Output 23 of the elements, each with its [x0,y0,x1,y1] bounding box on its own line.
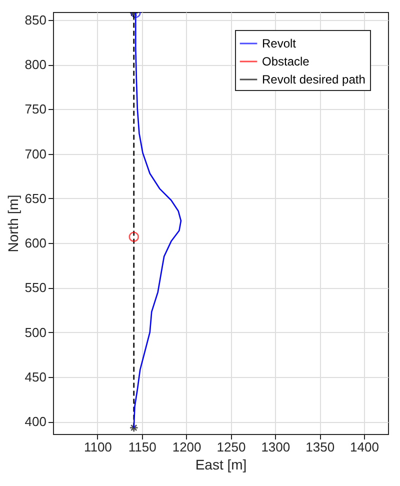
line-series [133,12,182,428]
y-axis-title: North [m] [4,194,21,252]
x-tick-label: 1300 [261,440,290,454]
y-tick-label: 700 [24,146,46,162]
legend-label: Obstacle [262,54,310,68]
y-tick-label: 800 [24,57,46,72]
y-tick-label: 550 [24,280,46,296]
x-tick-label: 1350 [306,440,335,454]
y-tick-label: 750 [24,102,46,117]
y-tick-label: 600 [24,236,46,251]
x-tick-label: 1100 [84,440,112,454]
y-tick-label: 450 [24,369,46,384]
x-tick-label: 1250 [216,440,246,454]
x-tick-label: 1150 [128,440,156,454]
legend-label: Revolt desired path [262,72,366,86]
x-tick-label: 1200 [172,440,202,454]
y-tick-label: 650 [24,190,46,206]
y-tick-label: 500 [24,324,46,340]
legend-label: Revolt [262,36,297,50]
x-tick-label: 1400 [350,440,379,454]
y-tick-label: 850 [24,12,46,28]
x-axis-title: East [m] [195,456,247,472]
y-tick-label: 400 [24,414,46,430]
